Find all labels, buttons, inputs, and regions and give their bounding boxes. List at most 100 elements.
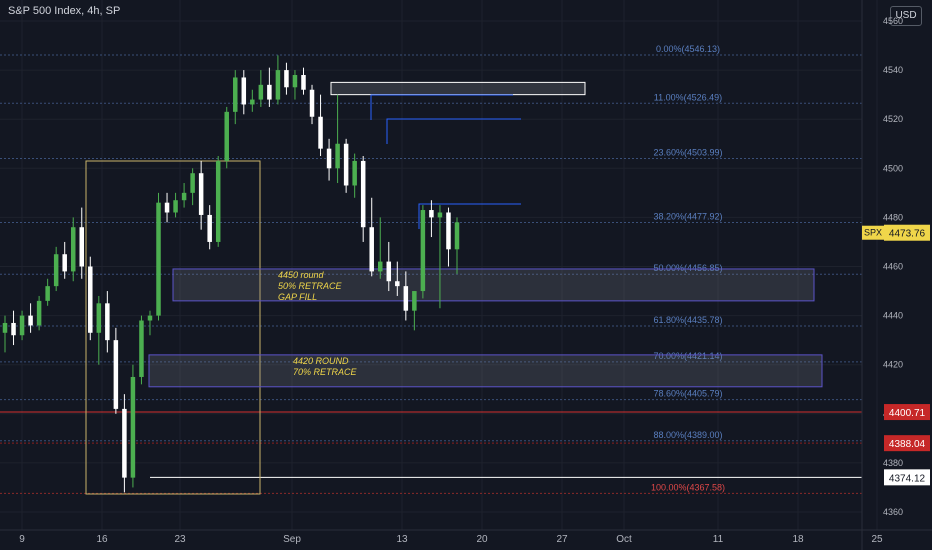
spx-tag-label: SPX	[864, 228, 882, 238]
candle-body	[190, 173, 195, 193]
candle-body	[45, 286, 50, 301]
y-tick-label: 4360	[883, 507, 903, 517]
candle-body	[62, 254, 67, 272]
x-tick-label: 18	[792, 534, 804, 545]
candle-body	[28, 315, 33, 326]
candle-body	[241, 77, 247, 105]
y-tick-label: 4440	[883, 311, 903, 321]
y-tick-label: 4500	[883, 163, 903, 173]
x-tick-label: 27	[556, 534, 568, 545]
candle-body	[403, 286, 409, 311]
candle-body	[395, 281, 400, 287]
candle-body	[343, 143, 349, 186]
candle-body	[250, 99, 255, 105]
candle-body	[207, 214, 212, 242]
candle-body	[113, 340, 119, 409]
fib-label: 0.00%(4546.13)	[656, 44, 720, 54]
candle-body	[326, 148, 332, 169]
fib-label: 11.00%(4526.49)	[654, 92, 722, 102]
candle-body	[173, 200, 178, 213]
candle-body	[233, 77, 238, 112]
candle-body	[309, 89, 315, 117]
candle-body	[96, 303, 102, 333]
candle-body	[284, 70, 289, 88]
y-tick-label: 4460	[883, 262, 903, 272]
price-tag	[884, 435, 930, 452]
price-labels: SPX 4473.76 4400.71 4388.04 4374.12	[862, 224, 930, 486]
price-tag-label: 4400.71	[889, 408, 926, 419]
spx-tag	[862, 225, 884, 240]
x-tick-label: Sep	[283, 534, 301, 545]
price-tag-current	[884, 224, 930, 241]
candle-body	[2, 322, 8, 333]
y-tick-label: 4540	[883, 65, 903, 75]
x-tick-label: 11	[713, 534, 724, 545]
candle-body	[79, 227, 85, 267]
y-tick-label: 4380	[883, 458, 903, 468]
grid	[0, 0, 878, 530]
zone-label: 4420 ROUND	[293, 356, 349, 366]
zone-box	[172, 268, 815, 302]
resistance-line	[386, 118, 521, 144]
x-tick-label: 23	[174, 534, 186, 545]
candle-body	[437, 212, 443, 218]
candle-body	[88, 266, 93, 333]
fib-label: 100.00%(4367.58)	[651, 482, 725, 492]
candle-body	[215, 160, 221, 242]
highlight-box	[85, 160, 261, 495]
x-tick-label: 9	[19, 534, 25, 545]
candle-body	[292, 75, 298, 88]
fib-label: 38.20%(4477.92)	[653, 212, 722, 222]
price-tag	[884, 469, 930, 486]
zone-label: 50% RETRACE	[278, 281, 343, 291]
fib-label: 78.60%(4405.79)	[653, 389, 722, 399]
x-tick-label: 20	[476, 534, 488, 545]
candle-body	[70, 227, 76, 272]
x-tick-label: Oct	[616, 534, 632, 545]
candle-body	[360, 160, 366, 228]
fib-label: 70.00%(4421.14)	[653, 351, 722, 361]
zone-label: 70% RETRACE	[293, 367, 358, 377]
fib-label: 50.00%(4456.85)	[653, 263, 722, 273]
candle-body	[301, 75, 306, 90]
price-tag-label: 4374.12	[889, 473, 926, 484]
zone-box	[148, 354, 823, 388]
x-axis: 9 16 23 Sep 13 20 27 Oct 11 18 25	[0, 529, 932, 545]
price-tag-label: 4473.76	[889, 229, 926, 240]
x-tick-label: 13	[396, 534, 408, 545]
candles	[2, 55, 460, 493]
candle-body	[36, 300, 42, 326]
price-tag	[884, 404, 930, 421]
resistance-line	[418, 203, 521, 229]
zone-label: 4450 round	[278, 270, 325, 280]
candle-body	[429, 210, 434, 218]
candle-body	[105, 303, 110, 341]
candle-body	[420, 210, 426, 292]
candle-body	[386, 261, 392, 282]
candle-body	[369, 227, 374, 272]
candle-body	[412, 291, 417, 311]
y-tick-label: 4560	[883, 16, 903, 26]
candle-body	[122, 408, 127, 478]
currency-badge[interactable]: USD	[890, 6, 922, 26]
x-tick-label: 16	[96, 534, 108, 545]
candle-body	[335, 143, 340, 169]
candle-body	[156, 202, 161, 316]
candle-body	[275, 70, 281, 100]
candle-body	[130, 376, 136, 478]
candle-body	[11, 322, 16, 336]
zone-label: GAP FILL	[278, 292, 317, 302]
y-tick-label: 4520	[883, 114, 903, 124]
candle-body	[53, 254, 59, 287]
price-tag-label: 4388.04	[889, 439, 926, 450]
x-tick-label: 25	[871, 534, 883, 545]
candle-body	[377, 261, 383, 272]
candle-body	[19, 315, 25, 336]
top-box	[330, 81, 586, 96]
fib-retracement: 0.00%(4546.13) 11.00%(4526.49) 23.60%(4503…	[0, 44, 862, 494]
fib-label: 61.80%(4435.78)	[653, 315, 722, 325]
candle-body	[352, 160, 357, 186]
candle-body	[139, 320, 144, 377]
